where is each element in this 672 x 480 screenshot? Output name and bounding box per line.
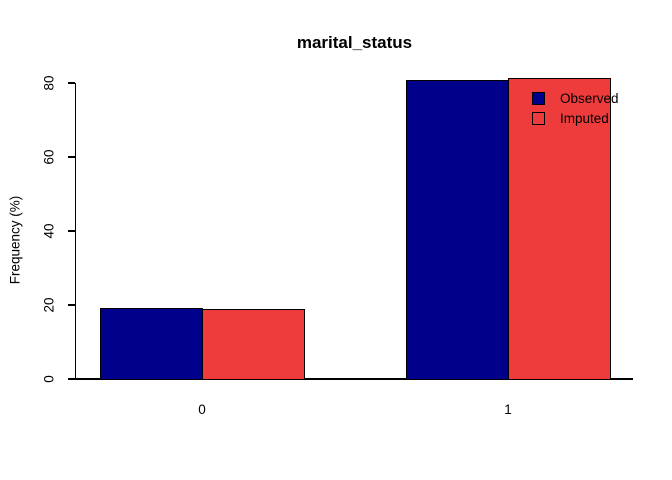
y-tick-mark [67,82,75,84]
bar-observed-0 [100,307,203,380]
legend: Observed Imputed [532,88,619,128]
x-category-label: 1 [504,402,512,417]
y-tick-mark [67,156,75,158]
y-tick-label: 80 [41,75,57,91]
y-axis-label: Frequency (%) [7,195,23,285]
legend-label: Observed [560,90,619,106]
legend-swatch-observed [532,91,545,105]
x-axis-line [68,378,633,380]
y-axis-line [74,83,77,380]
legend-row-observed: Observed [532,88,619,108]
legend-swatch-imputed [532,111,545,125]
legend-label: Imputed [560,110,609,126]
bar-imputed-1 [508,77,611,380]
y-tick-label: 0 [41,375,57,383]
y-tick-label: 40 [41,223,57,239]
y-tick-label: 60 [41,149,57,165]
y-tick-label: 20 [41,297,57,313]
bar-observed-1 [406,80,509,380]
y-tick-mark [67,230,75,232]
chart-title: marital_status [296,33,413,52]
legend-row-imputed: Imputed [532,108,619,128]
bar-imputed-0 [202,309,305,380]
x-category-label: 0 [198,402,206,417]
y-tick-mark [67,304,75,306]
